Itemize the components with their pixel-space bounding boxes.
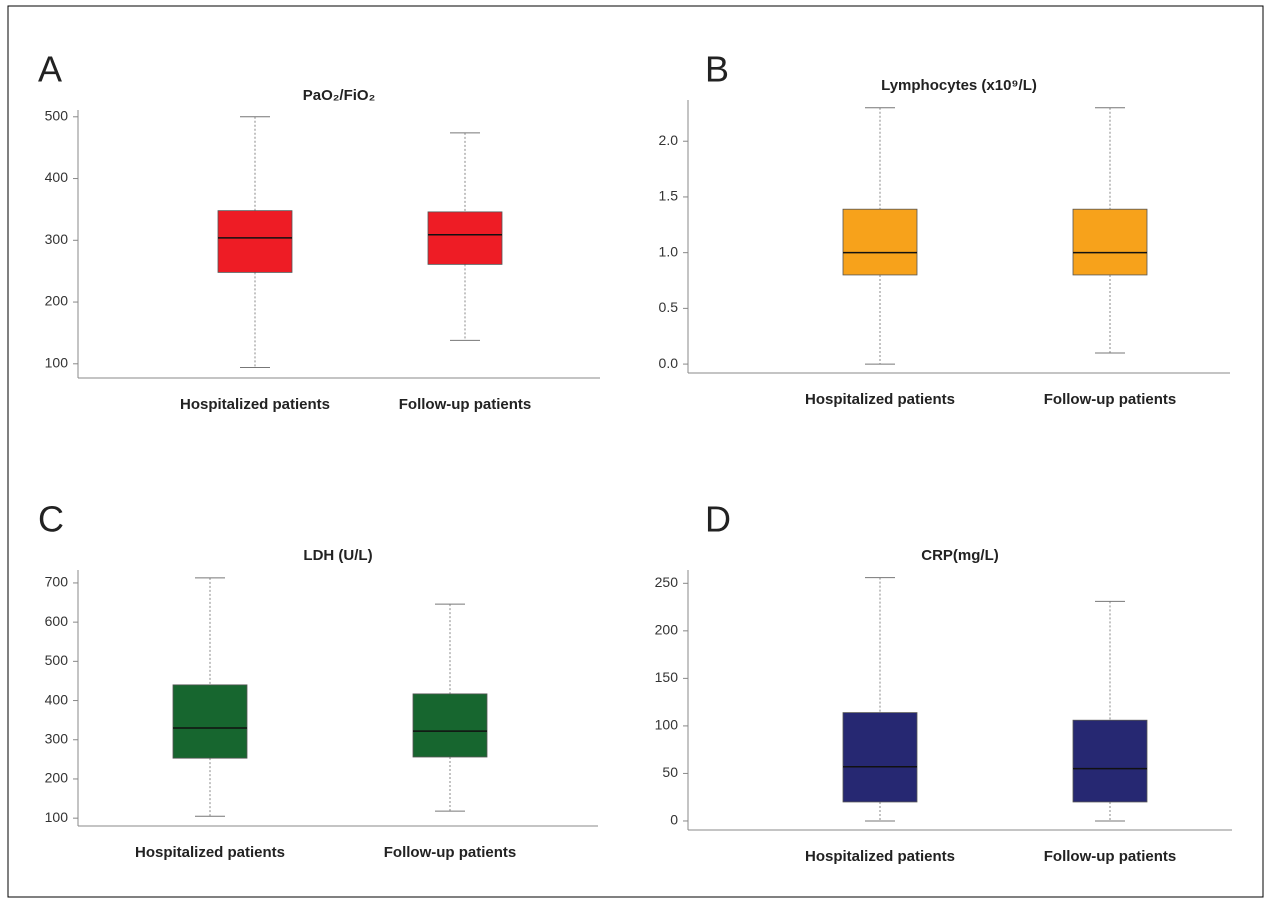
y-tick-label: 100 <box>655 717 679 733</box>
y-tick-label: 100 <box>45 355 69 371</box>
y-tick-label: 250 <box>655 574 679 590</box>
x-tick-label: Follow-up patients <box>384 844 517 861</box>
x-tick-label: Hospitalized patients <box>135 844 285 861</box>
chart-title: PaO₂/FiO₂ <box>303 87 376 104</box>
y-tick-label: 300 <box>45 730 69 746</box>
y-tick-label: 200 <box>45 293 69 309</box>
box <box>842 208 918 276</box>
y-tick-label: 0 <box>670 812 678 828</box>
x-tick-label: Hospitalized patients <box>180 396 330 413</box>
y-tick-label: 1.5 <box>659 188 679 204</box>
box <box>427 211 503 265</box>
panel-label: A <box>38 49 62 90</box>
y-tick-label: 600 <box>45 613 69 629</box>
chart-title: CRP(mg/L) <box>921 547 999 564</box>
chart-title: LDH (U/L) <box>303 547 372 564</box>
x-tick-label: Follow-up patients <box>1044 391 1177 408</box>
panel-label: B <box>705 49 729 90</box>
chart-title: Lymphocytes (x10⁹/L) <box>881 77 1037 94</box>
panel-label: D <box>705 499 731 540</box>
y-tick-label: 200 <box>45 770 69 786</box>
y-tick-label: 500 <box>45 107 69 123</box>
y-tick-label: 500 <box>45 652 69 668</box>
y-tick-label: 50 <box>662 764 678 780</box>
y-tick-label: 400 <box>45 691 69 707</box>
x-tick-label: Hospitalized patients <box>805 848 955 865</box>
y-tick-label: 200 <box>655 622 679 638</box>
y-tick-label: 2.0 <box>659 132 679 148</box>
x-tick-label: Follow-up patients <box>1044 848 1177 865</box>
figure-border <box>7 5 1264 898</box>
box <box>172 684 248 759</box>
y-tick-label: 400 <box>45 169 69 185</box>
y-tick-label: 100 <box>45 809 69 825</box>
box <box>1072 719 1148 803</box>
x-tick-label: Follow-up patients <box>399 396 532 413</box>
y-tick-label: 700 <box>45 574 69 590</box>
panel-label: C <box>38 499 64 540</box>
x-tick-label: Hospitalized patients <box>805 391 955 408</box>
y-tick-label: 0.0 <box>659 355 679 371</box>
box <box>842 712 918 803</box>
box <box>1072 208 1148 276</box>
box <box>412 693 488 758</box>
box <box>217 210 293 273</box>
y-tick-label: 300 <box>45 231 69 247</box>
y-tick-label: 1.0 <box>659 243 679 259</box>
y-tick-label: 0.5 <box>659 299 679 315</box>
y-tick-label: 150 <box>655 669 679 685</box>
